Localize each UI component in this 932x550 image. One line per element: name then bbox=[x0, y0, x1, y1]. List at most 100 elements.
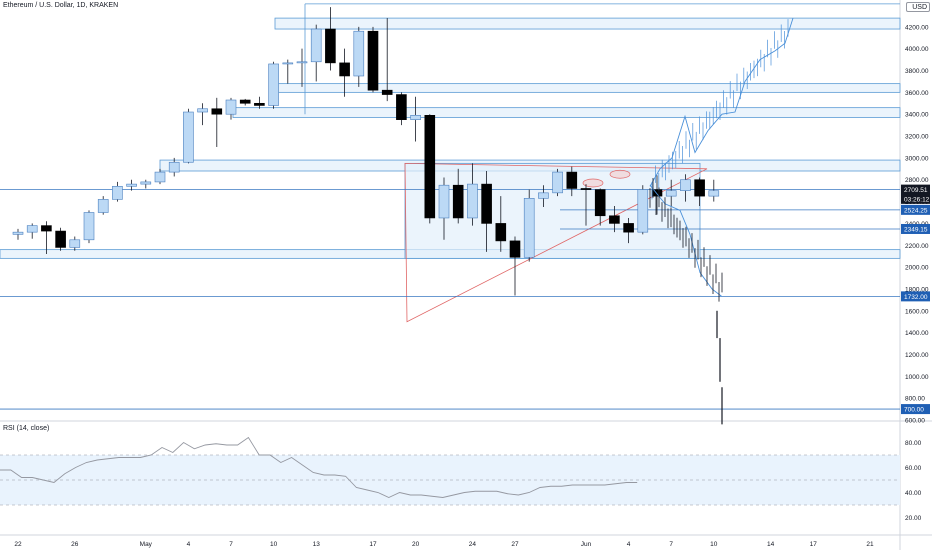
price-tick-label: 2200.00 bbox=[905, 243, 929, 250]
rsi-tick-label: 60.00 bbox=[905, 465, 922, 472]
candles bbox=[12, 7, 720, 296]
price-tick-label: 800.00 bbox=[905, 396, 925, 403]
candle-body bbox=[310, 28, 322, 63]
candle-body bbox=[467, 183, 478, 219]
candle-body bbox=[126, 183, 137, 187]
support-resistance-boxes bbox=[0, 3, 901, 259]
time-tick-label: 26 bbox=[71, 541, 79, 548]
candle-body bbox=[112, 185, 123, 200]
rsi-tick-label: 20.00 bbox=[905, 515, 922, 522]
time-tick-label: 10 bbox=[710, 541, 718, 548]
time-tick-label: 13 bbox=[313, 541, 321, 548]
time-axis: 22 26 May 4 7 10 13 17 20 24 27 Jun 4 7 10 14 17 21 bbox=[14, 541, 874, 548]
candle-body bbox=[538, 192, 549, 199]
time-tick-label: Jun bbox=[581, 541, 592, 548]
candle-body bbox=[438, 184, 450, 219]
candle-body bbox=[580, 188, 592, 190]
candle-body bbox=[594, 189, 606, 217]
price-tick-label: 4000.00 bbox=[905, 46, 929, 53]
candle-body bbox=[69, 239, 81, 248]
time-tick-label: 27 bbox=[511, 541, 519, 548]
price-badge bbox=[901, 291, 930, 302]
candle-body bbox=[97, 199, 109, 213]
price-tick-label: 3400.00 bbox=[905, 112, 929, 119]
candle-body bbox=[254, 102, 265, 106]
rsi-panel: 80.00 60.00 40.00 20.00 bbox=[0, 436, 922, 522]
candle-body bbox=[183, 111, 194, 163]
time-tick-label: 14 bbox=[767, 541, 775, 548]
price-badge-label: 2709.51 bbox=[904, 187, 928, 194]
price-badge-label: 700.00 bbox=[904, 407, 924, 414]
candle-body bbox=[12, 231, 24, 235]
price-badge bbox=[901, 184, 930, 195]
price-badge bbox=[901, 193, 930, 204]
candle-body bbox=[424, 115, 436, 219]
candle-body bbox=[367, 30, 379, 91]
bullish-projection bbox=[649, 17, 794, 187]
candle-body bbox=[353, 30, 365, 77]
time-tick-label: 7 bbox=[229, 541, 233, 548]
candle-body bbox=[552, 171, 563, 194]
time-tick-label: 22 bbox=[14, 541, 22, 548]
triangle-pattern bbox=[404, 162, 708, 323]
candle-body bbox=[694, 179, 705, 197]
rsi-tick-label: 40.00 bbox=[905, 490, 922, 497]
candle-body bbox=[523, 198, 535, 258]
price-tick-label: 3800.00 bbox=[905, 68, 929, 75]
price-tick-label: 2800.00 bbox=[905, 177, 929, 184]
candle-body bbox=[268, 63, 279, 106]
candle-body bbox=[325, 28, 336, 64]
time-tick-label: 21 bbox=[866, 541, 874, 548]
candle-body bbox=[665, 190, 677, 197]
price-badge bbox=[901, 404, 930, 415]
price-badge-label: 2524.25 bbox=[904, 207, 928, 214]
price-tick-label: 3000.00 bbox=[905, 155, 929, 162]
candle-body bbox=[410, 115, 421, 120]
price-tick-label: 1800.00 bbox=[905, 286, 929, 293]
candle-body bbox=[381, 89, 393, 95]
time-tick-label: 17 bbox=[810, 541, 818, 548]
candle-body bbox=[197, 108, 208, 113]
time-tick-label: 20 bbox=[412, 541, 420, 548]
price-tick-label: 3200.00 bbox=[905, 134, 929, 141]
zone-box bbox=[232, 107, 901, 118]
time-tick-label: 24 bbox=[469, 541, 477, 548]
price-badge-label: 03:26:12 bbox=[904, 196, 930, 203]
forecast-path bbox=[649, 17, 794, 425]
horizontal-levels bbox=[0, 189, 900, 410]
time-tick-label: 4 bbox=[187, 541, 191, 548]
candle-body bbox=[708, 190, 720, 197]
candle-body bbox=[168, 161, 180, 173]
candle-body bbox=[225, 99, 237, 115]
time-tick-label: 10 bbox=[270, 541, 278, 548]
price-axis: 4200.00 4000.00 3800.00 3600.00 3400.00 3200.… bbox=[901, 24, 930, 425]
zone-box bbox=[274, 17, 901, 30]
price-badge bbox=[901, 204, 930, 215]
price-badge-label: 2349.15 bbox=[904, 226, 928, 233]
candle-body bbox=[481, 183, 492, 224]
time-tick-label: 7 bbox=[669, 541, 673, 548]
candle-body bbox=[651, 189, 663, 197]
price-badge bbox=[901, 223, 930, 234]
candle-body bbox=[282, 62, 294, 65]
candle-body bbox=[509, 240, 521, 258]
chart-title: Ethereum / U.S. Dollar, 1D, KRAKEN bbox=[3, 2, 119, 9]
candle-body bbox=[239, 99, 251, 104]
candle-body bbox=[296, 61, 308, 64]
currency-label[interactable]: USD bbox=[906, 2, 930, 12]
price-tick-label: 600.00 bbox=[905, 418, 925, 425]
candle-body bbox=[41, 225, 52, 232]
candle-body bbox=[452, 184, 464, 219]
candle-body bbox=[83, 212, 95, 241]
price-tick-label: 1400.00 bbox=[905, 330, 929, 337]
price-tick-label: 1200.00 bbox=[905, 352, 929, 359]
candle-body bbox=[154, 171, 166, 183]
time-tick-label: 17 bbox=[369, 541, 377, 548]
rsi-line bbox=[0, 436, 638, 498]
highlight-ellipse bbox=[582, 178, 604, 188]
candle-body bbox=[55, 230, 66, 248]
time-tick-label: May bbox=[140, 541, 153, 548]
triangle-outline bbox=[404, 162, 708, 323]
highlight-ellipse bbox=[609, 169, 631, 179]
